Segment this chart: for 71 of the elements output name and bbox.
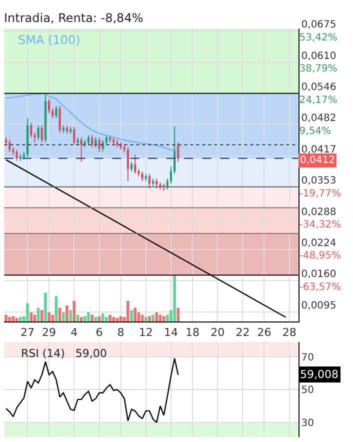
y2-tick-label: 38,79% xyxy=(299,64,338,75)
bar xyxy=(30,312,33,322)
bar xyxy=(101,313,104,322)
x-tick-label: 28 xyxy=(282,326,296,339)
y-tick-label: 0,0546 xyxy=(301,82,336,93)
x-tick-label: 18 xyxy=(185,326,200,339)
y-tick-label: 0,0675 xyxy=(301,19,336,30)
x-tick-label: 22 xyxy=(236,326,250,339)
y-tick-label: 0,0095 xyxy=(301,300,336,312)
bar xyxy=(62,312,65,322)
bar xyxy=(176,308,180,322)
bar xyxy=(58,308,62,322)
text: RSI (14) 59,00 xyxy=(21,347,107,360)
bar xyxy=(51,314,54,322)
y-tick-label: 70 xyxy=(301,352,314,364)
bar xyxy=(134,308,137,322)
x-tick-label: 6 xyxy=(96,326,103,339)
y2-tick-label: -48,95% xyxy=(299,250,342,262)
bar xyxy=(108,314,112,322)
bar xyxy=(80,317,83,322)
chart-title: Intradia, Renta: -8,84% xyxy=(4,11,144,25)
y-tick-label: 0,0417 xyxy=(301,144,336,156)
y2-tick-label: 9,54% xyxy=(299,126,332,137)
y2-tick-label: 24,17% xyxy=(299,94,338,106)
ref-line-label: 0,0412 xyxy=(300,155,335,166)
y2-tick-label: -34,32% xyxy=(299,219,342,230)
bar xyxy=(112,317,116,322)
y2-tick-label: 53,42% xyxy=(299,32,338,44)
bar xyxy=(40,310,44,322)
bar xyxy=(66,306,68,322)
y2-tick-label: -19,77% xyxy=(299,188,342,200)
x-tick-label: 8 xyxy=(117,326,124,339)
bar xyxy=(26,303,29,322)
y-tick-label: 0,0482 xyxy=(301,112,336,124)
bar xyxy=(72,300,76,322)
x-tick-label: 12 xyxy=(138,326,153,339)
x-tick-label: 29 xyxy=(42,326,56,339)
x-tick-label: 27 xyxy=(20,326,35,339)
bar xyxy=(148,316,151,322)
bar xyxy=(4,314,8,322)
text: SMA (100) xyxy=(18,33,80,47)
y-tick-label: 0,0160 xyxy=(301,268,336,280)
y-tick-label: 0,0610 xyxy=(301,50,336,62)
x-tick-label: 4 xyxy=(70,326,78,339)
bar xyxy=(130,310,133,322)
bar xyxy=(105,317,108,322)
bar xyxy=(144,317,148,322)
text: 59,008 xyxy=(300,368,338,381)
x-tick-label: 26 xyxy=(257,326,272,339)
bar xyxy=(126,300,130,322)
line-series xyxy=(5,358,179,424)
bar xyxy=(94,317,98,322)
bar xyxy=(155,312,158,322)
y-tick-label: 50 xyxy=(301,385,314,396)
bar xyxy=(87,312,90,322)
bar xyxy=(90,314,94,322)
y-tick-label: 30 xyxy=(301,418,314,429)
bar xyxy=(8,317,12,322)
bar xyxy=(48,312,50,322)
bar xyxy=(152,314,154,322)
y2-tick-label: -63,57% xyxy=(299,282,342,293)
bar xyxy=(18,317,22,322)
bar xyxy=(44,292,47,322)
bar xyxy=(83,316,86,322)
y-tick-label: 0,0288 xyxy=(301,206,336,218)
x-tick-label: 20 xyxy=(210,326,225,339)
bar xyxy=(173,276,176,322)
x-tick-label: 14 xyxy=(164,326,178,339)
y-tick-label: 0,0224 xyxy=(301,238,336,249)
y-tick-label: 0,0353 xyxy=(301,175,336,186)
bar xyxy=(69,310,72,322)
